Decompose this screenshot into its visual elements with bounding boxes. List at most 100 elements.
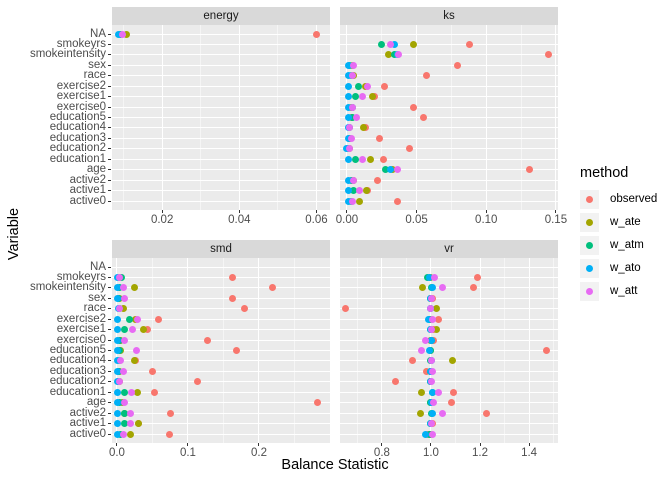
row-gridline [340,287,558,289]
data-point-observed [151,388,159,396]
data-point-w_atm [351,93,359,101]
data-point-observed [447,399,455,407]
row-gridline [112,85,330,87]
data-point-w_att [439,284,446,292]
legend-label: w_ato [610,262,641,274]
data-point-w_ate [419,284,427,292]
data-point-w_ate [119,305,127,313]
legend-dot-w_atm [586,242,593,249]
data-point-w_att [353,114,361,121]
data-point-observed [166,430,174,438]
row-gridline [340,370,558,372]
data-point-w_att [347,134,355,142]
row-gridline [112,318,330,320]
y-tick [108,54,111,56]
data-point-observed [268,284,276,292]
y-axis-label: exercise2 [56,312,106,325]
y-axis-label: education4 [49,354,106,367]
x-tick-label: 0.15 [544,214,568,226]
data-point-observed [410,103,418,111]
x-tick [346,210,348,213]
y-tick [108,402,111,404]
data-point-w_ate [362,187,370,195]
major-gridline [187,258,189,443]
data-point-w_att [126,409,134,417]
strip-label: ks [443,10,455,22]
data-point-observed [423,367,431,375]
legend-item-w_atm: w_atm [580,236,672,255]
row-gridline [112,106,330,108]
data-point-observed [228,273,236,281]
y-tick [108,297,111,299]
x-tick [238,210,240,213]
major-gridline [315,25,317,210]
major-gridline [528,258,530,443]
data-point-observed [453,61,461,69]
y-tick [108,423,111,425]
data-point-observed [406,145,414,153]
y-axis-label: NA [90,27,106,40]
row-gridline [340,412,558,414]
data-point-w_att [119,30,127,38]
data-point-w_att [346,145,354,153]
data-point-w_ate [139,326,147,334]
data-point-w_ato [114,326,122,334]
data-point-observed [167,409,175,417]
row-gridline [112,423,330,425]
data-point-w_att [435,388,443,396]
data-point-w_atm [121,326,129,334]
row-gridline [340,276,558,278]
row-gridline [340,360,558,362]
y-tick [108,127,111,129]
y-axis-label: education5 [49,344,106,356]
row-gridline [112,276,330,278]
data-point-w_att [119,430,127,438]
data-point-observed [393,197,401,205]
x-tick-label: 1.4 [521,447,538,459]
x-tick-label: 1.2 [472,447,489,459]
data-point-w_ato [428,336,436,344]
y-tick [108,412,111,414]
data-point-w_att [346,124,354,132]
strip-label: energy [203,10,239,22]
strip-label: smd [210,243,232,255]
data-point-w_atm [121,388,129,396]
x-tick [416,210,418,213]
data-point-w_att [386,40,394,48]
row-gridline [112,148,330,150]
data-point-observed [466,40,474,48]
y-axis-label: race [83,302,106,315]
y-axis-label: active0 [69,427,106,440]
data-point-observed [379,155,387,163]
y-axis-label: education5 [49,111,106,123]
row-gridline [112,297,330,299]
row-gridline [340,391,558,393]
legend-label: w_att [610,285,638,297]
data-point-w_ato [114,315,122,323]
data-point-observed [525,166,533,174]
data-point-w_att [430,273,438,281]
legend-item-w_ato: w_ato [580,259,672,278]
row-gridline [112,33,330,35]
legend-key [580,190,599,209]
y-axis-label: smokeyrs [56,270,106,283]
data-point-w_ato [344,93,352,101]
data-point-w_att [422,336,430,344]
row-gridline [340,33,558,35]
data-point-w_ato [114,294,122,302]
y-tick [108,308,111,310]
row-gridline [340,179,558,181]
x-tick-label: 0.2 [250,447,267,459]
data-point-w_att [115,305,123,313]
data-point-w_ate [356,197,363,205]
row-gridline [340,117,558,118]
row-gridline [340,85,558,87]
data-point-w_ato [344,61,352,69]
data-point-observed [144,326,151,334]
x-tick [430,443,432,446]
data-point-observed [449,388,457,396]
legend-dot-w_ato [586,265,593,272]
data-point-w_ato [344,103,352,111]
data-point-observed [483,409,491,417]
legend-label: w_ate [610,216,641,228]
